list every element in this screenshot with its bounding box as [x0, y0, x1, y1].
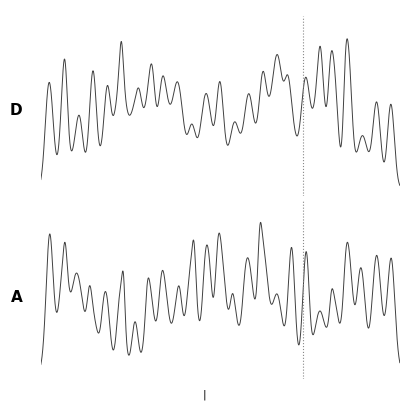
Text: T: T — [104, 228, 109, 237]
Text: C: C — [118, 228, 123, 237]
Text: G: G — [374, 228, 379, 237]
Text: D: D — [10, 103, 22, 118]
Text: A: A — [232, 228, 237, 237]
Text: C: C — [47, 228, 52, 237]
Text: A: A — [11, 290, 22, 305]
Text: G: G — [289, 228, 294, 237]
Text: C: C — [133, 228, 137, 237]
Text: C: C — [246, 228, 251, 237]
Text: G: G — [204, 228, 208, 237]
Text: G: G — [346, 228, 350, 237]
Text: A: A — [303, 228, 308, 237]
Text: G: G — [218, 228, 223, 237]
Text: A: A — [360, 228, 365, 237]
Text: T: T — [190, 228, 194, 237]
Text: T: T — [62, 228, 67, 237]
Text: A: A — [175, 228, 180, 237]
Text: C: C — [261, 228, 265, 237]
Text: T: T — [147, 228, 152, 237]
Text: C: C — [161, 228, 166, 237]
Text: T: T — [332, 228, 336, 237]
Text: |: | — [202, 389, 206, 400]
Text: T: T — [90, 228, 95, 237]
Text: T: T — [275, 228, 279, 237]
Text: I: I — [388, 228, 393, 237]
Text: G: G — [317, 228, 322, 237]
Text: G: G — [76, 228, 80, 237]
